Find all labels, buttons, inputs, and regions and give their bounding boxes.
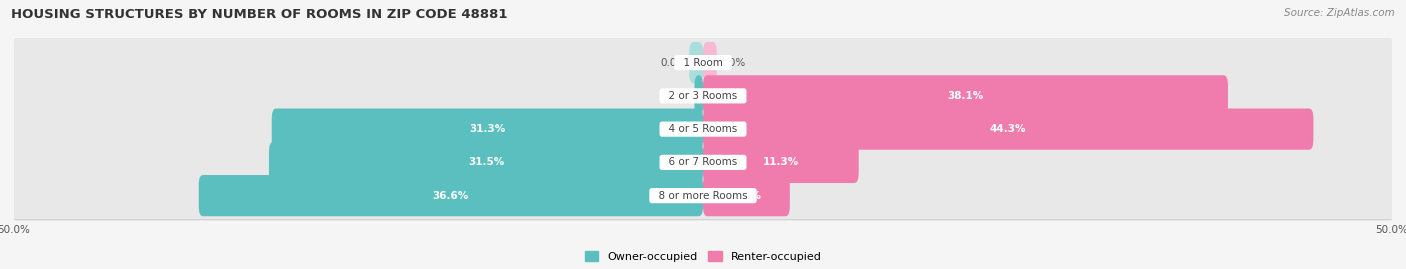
Text: 8 or more Rooms: 8 or more Rooms xyxy=(652,191,754,201)
Text: 31.5%: 31.5% xyxy=(468,157,505,167)
Text: 36.6%: 36.6% xyxy=(433,191,470,201)
Text: 4 or 5 Rooms: 4 or 5 Rooms xyxy=(662,124,744,134)
Text: 0.0%: 0.0% xyxy=(661,58,686,68)
FancyBboxPatch shape xyxy=(14,160,1392,231)
Text: HOUSING STRUCTURES BY NUMBER OF ROOMS IN ZIP CODE 48881: HOUSING STRUCTURES BY NUMBER OF ROOMS IN… xyxy=(11,8,508,21)
Text: 6 or 7 Rooms: 6 or 7 Rooms xyxy=(662,157,744,167)
FancyBboxPatch shape xyxy=(689,42,703,83)
Text: 44.3%: 44.3% xyxy=(990,124,1026,134)
FancyBboxPatch shape xyxy=(198,175,703,216)
FancyBboxPatch shape xyxy=(269,142,703,183)
FancyBboxPatch shape xyxy=(14,27,1392,98)
FancyBboxPatch shape xyxy=(703,142,859,183)
Text: 38.1%: 38.1% xyxy=(948,91,984,101)
Text: 11.3%: 11.3% xyxy=(762,157,799,167)
Text: 6.3%: 6.3% xyxy=(733,191,761,201)
Text: 0.62%: 0.62% xyxy=(681,91,717,101)
FancyBboxPatch shape xyxy=(695,75,703,116)
FancyBboxPatch shape xyxy=(14,127,1392,198)
FancyBboxPatch shape xyxy=(14,61,1392,131)
Text: Source: ZipAtlas.com: Source: ZipAtlas.com xyxy=(1284,8,1395,18)
Text: 31.3%: 31.3% xyxy=(470,124,506,134)
FancyBboxPatch shape xyxy=(14,94,1392,164)
FancyBboxPatch shape xyxy=(271,108,703,150)
Text: 2 or 3 Rooms: 2 or 3 Rooms xyxy=(662,91,744,101)
Text: 1 Room: 1 Room xyxy=(676,58,730,68)
FancyBboxPatch shape xyxy=(703,175,790,216)
Legend: Owner-occupied, Renter-occupied: Owner-occupied, Renter-occupied xyxy=(581,247,825,266)
Text: 0.0%: 0.0% xyxy=(720,58,745,68)
FancyBboxPatch shape xyxy=(703,75,1227,116)
FancyBboxPatch shape xyxy=(703,108,1313,150)
FancyBboxPatch shape xyxy=(703,42,717,83)
